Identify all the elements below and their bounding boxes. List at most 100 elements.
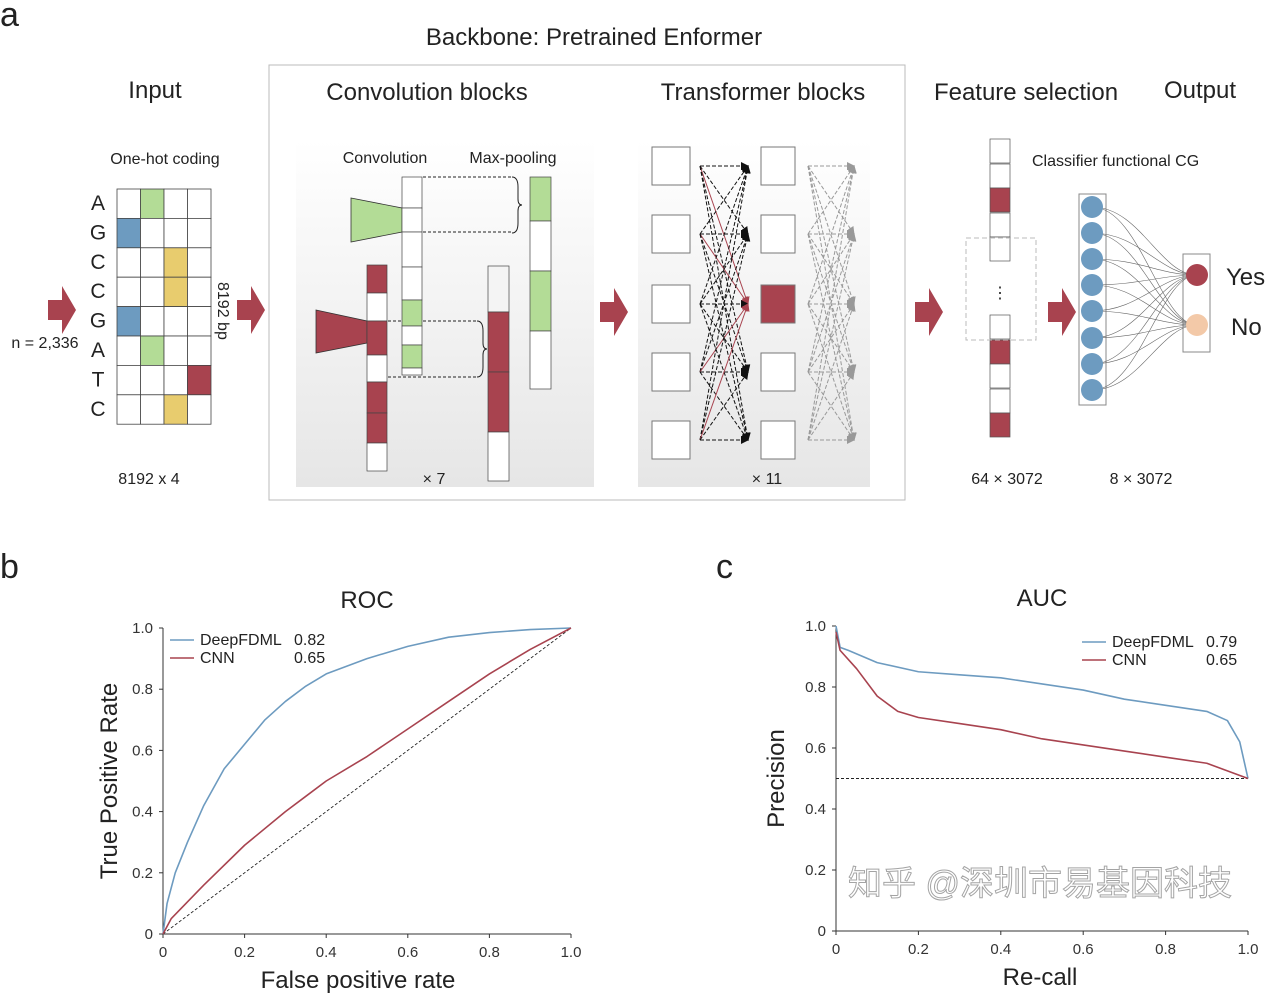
one-hot-cell <box>140 364 165 396</box>
feature-cell <box>989 314 1011 340</box>
x-tick-label: 0.6 <box>1073 941 1094 958</box>
base-letter: C <box>90 398 105 421</box>
hidden-neuron <box>1081 222 1103 244</box>
n-label: n = 2,336 <box>11 335 78 352</box>
connection <box>1091 324 1198 365</box>
convolution-label: Convolution <box>343 150 428 167</box>
connection <box>1091 274 1198 286</box>
one-hot-cell <box>140 247 165 278</box>
attention-arrow <box>699 165 749 235</box>
series-line-cnn <box>162 627 572 935</box>
hidden-neuron <box>1081 379 1103 401</box>
one-hot-cell <box>187 335 212 366</box>
legend-name: DeepFDML <box>200 632 282 649</box>
panel-letter-c: c <box>716 548 733 586</box>
one-hot-cell <box>187 247 212 278</box>
right-arrow-icon <box>237 286 265 334</box>
brace-red <box>476 320 488 378</box>
token-box <box>651 214 691 254</box>
hidden-neuron <box>1081 248 1103 270</box>
connection <box>1091 232 1198 276</box>
base-letter: T <box>92 368 105 391</box>
one-hot-cell <box>116 276 141 308</box>
one-hot-cell <box>140 335 165 366</box>
y-tick-label: 1.0 <box>805 618 826 635</box>
attention-arrow <box>699 165 751 373</box>
header-transformer: Transformer blocks <box>661 79 866 106</box>
y-tick-label: 0.6 <box>132 742 153 759</box>
legend-name: CNN <box>1112 652 1147 669</box>
one-hot-cell <box>187 188 212 219</box>
selection-box <box>965 237 1037 341</box>
y-tick-label: 0 <box>818 923 826 940</box>
x-tick-label: 0.6 <box>397 944 418 961</box>
attention-arrow-next <box>807 371 855 441</box>
series-line-deepfdml <box>162 627 572 935</box>
y-axis-label: True Positive Rate <box>96 683 123 880</box>
ellipsis: ⋮ <box>992 285 1008 302</box>
one-hot-cell <box>140 188 165 219</box>
x-tick-label: 1.0 <box>1238 941 1259 958</box>
token-box <box>760 420 796 460</box>
one-hot-cell <box>163 364 188 396</box>
attention-arrow <box>699 371 749 441</box>
y-axis-label: Precision <box>763 729 790 828</box>
x-tick-label: 0.2 <box>908 941 929 958</box>
panel-letter-a: a <box>0 0 19 34</box>
pooled-red-column <box>487 431 510 482</box>
chart-title: AUC <box>1017 585 1068 612</box>
header-output: Output <box>1164 77 1236 104</box>
hidden-neuron <box>1081 327 1103 349</box>
y-tick-label: 0.2 <box>132 865 153 882</box>
max-pooling-label: Max-pooling <box>469 150 556 167</box>
attention-arrow-next <box>807 233 857 441</box>
output-neuron-no <box>1186 314 1208 336</box>
output-yes: Yes <box>1226 264 1265 291</box>
pooled-green-column <box>529 330 552 390</box>
token-box <box>760 352 796 392</box>
conv-feature-column <box>401 299 423 327</box>
x-axis-label: Re-call <box>1003 964 1078 991</box>
token-box <box>651 146 691 186</box>
attention-arrow-next <box>807 165 857 373</box>
connection <box>1091 258 1198 276</box>
feature-cell <box>989 236 1011 262</box>
feature-cell <box>989 163 1011 189</box>
output-no: No <box>1231 314 1262 341</box>
pr-chart: 0 0.2 0.4 0.6 0.8 1.0 0 0.2 0.4 0.6 0.8 1.0 AUC Re-ca… <box>763 585 1258 991</box>
classifier-label: Classifier functional CG <box>1032 153 1199 170</box>
token-box <box>651 284 691 324</box>
transformer-repeat-label: × 11 <box>752 471 783 488</box>
flow-arrows <box>48 286 1076 336</box>
watermark: 知乎 @深圳市易基因科技 <box>848 865 1232 903</box>
one-hot-cell <box>116 188 141 219</box>
convolution-diagram <box>315 176 552 482</box>
attention-arrow <box>699 233 751 441</box>
attention-arrow <box>699 165 751 441</box>
length-label: 8192 bp <box>214 282 231 340</box>
series-line-cnn <box>835 631 1249 780</box>
feature-shape-left: 64 × 3072 <box>971 471 1043 488</box>
feature-cell <box>989 138 1011 164</box>
one-hot-label: One-hot coding <box>110 151 219 168</box>
feature-cell <box>989 339 1011 365</box>
conv-input-column <box>366 320 388 356</box>
brace-green <box>511 176 523 234</box>
connection <box>1091 206 1198 326</box>
legend-name: CNN <box>200 650 235 667</box>
attention-arrow-next <box>807 165 855 235</box>
token-box <box>651 352 691 392</box>
conv-feature-column <box>401 266 423 301</box>
one-hot-cell <box>140 394 165 425</box>
connection <box>1091 284 1198 326</box>
y-tick-label: 0 <box>145 926 153 943</box>
one-hot-cell <box>116 217 141 249</box>
right-arrow-icon <box>1048 288 1076 336</box>
feature-cell <box>989 388 1011 414</box>
one-hot-cell <box>163 335 188 366</box>
pooled-green-column <box>529 270 552 332</box>
one-hot-cell <box>116 247 141 278</box>
y-tick-label: 0.6 <box>805 740 826 757</box>
token-box <box>760 146 796 186</box>
conv-input-column <box>366 354 388 383</box>
